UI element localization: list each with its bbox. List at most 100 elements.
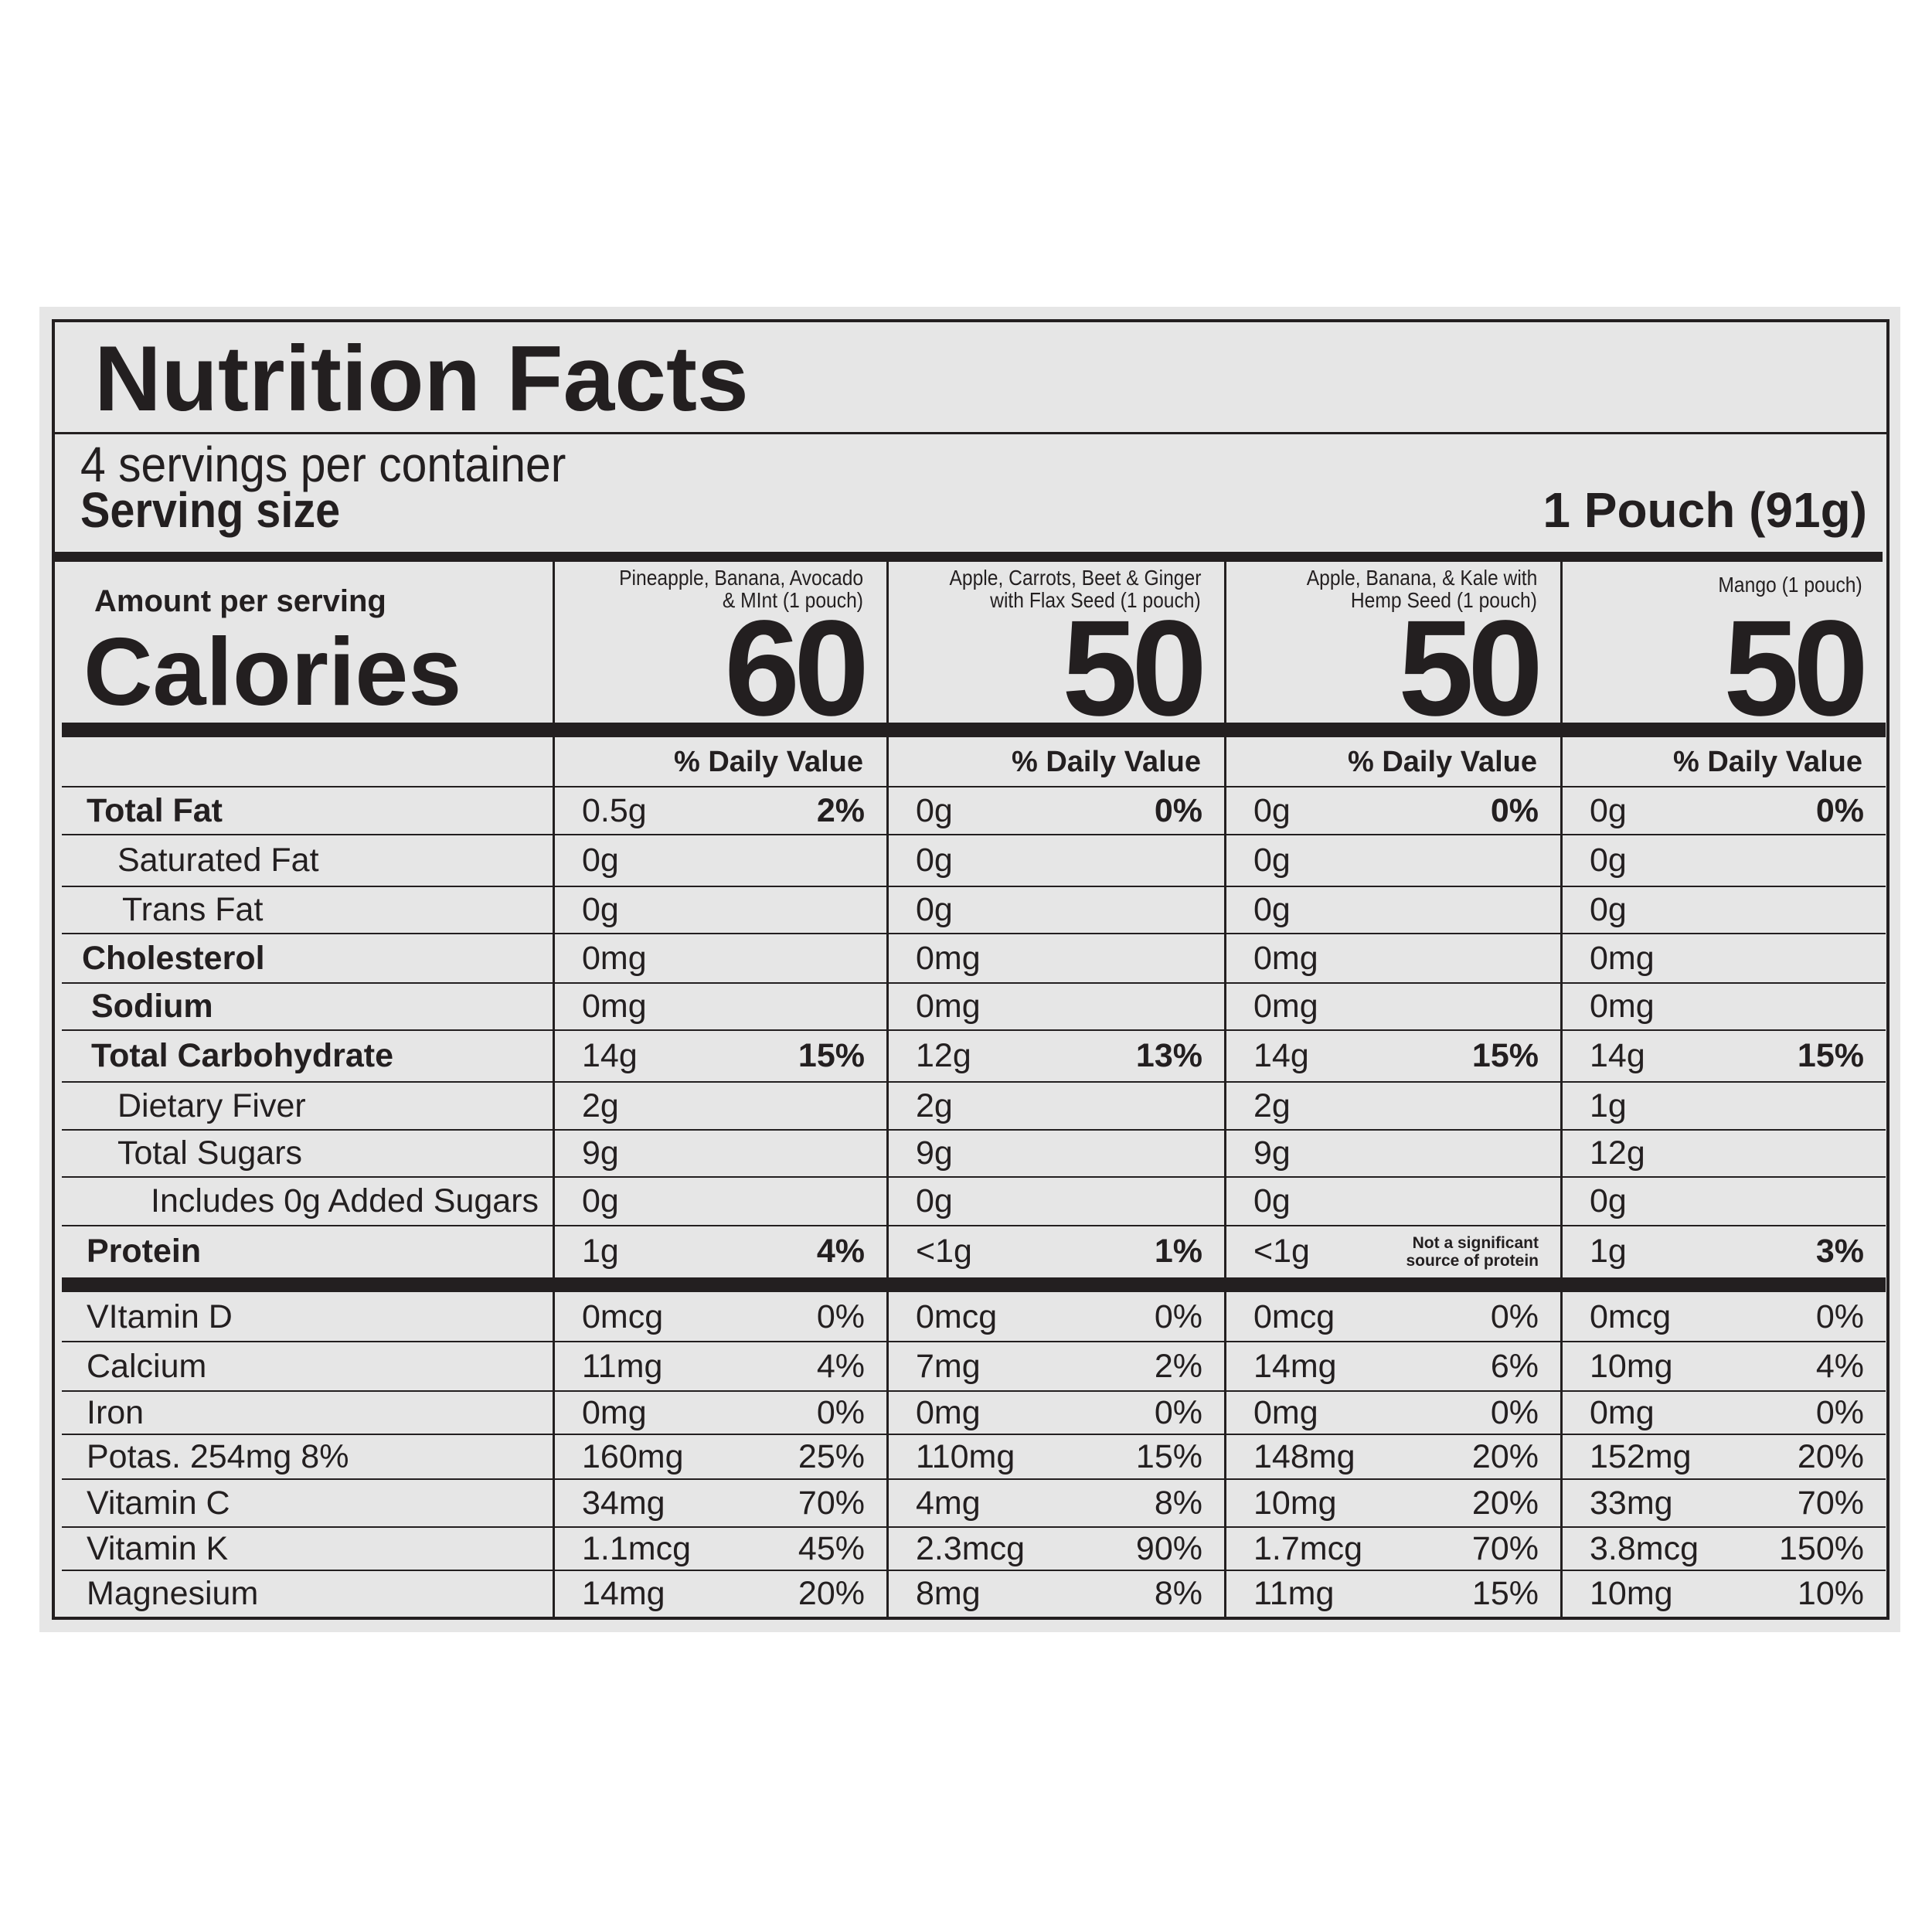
amount: 4mg bbox=[916, 1484, 981, 1522]
row-line bbox=[62, 1526, 1886, 1528]
amount: 0g bbox=[1253, 1182, 1291, 1219]
amount: 0g bbox=[1253, 842, 1291, 879]
amount: <1g bbox=[916, 1233, 972, 1270]
row-line bbox=[62, 1081, 1886, 1083]
amount: 0g bbox=[582, 842, 619, 879]
daily-value: 20% bbox=[798, 1575, 865, 1612]
nutrient-label: Sodium bbox=[91, 988, 213, 1025]
nutrient-label: Protein bbox=[87, 1233, 202, 1270]
row-line bbox=[62, 1029, 1886, 1031]
daily-value: 8% bbox=[1154, 1484, 1202, 1522]
daily-value: 4% bbox=[1815, 1347, 1864, 1385]
amount-label: Amount per serving bbox=[94, 584, 386, 618]
serving-size-label: Serving size bbox=[80, 482, 341, 538]
amount: 0g bbox=[582, 891, 619, 928]
amount: 7mg bbox=[916, 1347, 981, 1385]
daily-value: 45% bbox=[798, 1529, 865, 1567]
nutrient-label: Calcium bbox=[87, 1347, 207, 1385]
nutrient-label: Saturated Fat bbox=[117, 842, 319, 879]
thick-rule bbox=[55, 552, 1883, 562]
product-name: Apple, Banana, & Kale with bbox=[1306, 566, 1537, 590]
row-line bbox=[62, 1478, 1886, 1480]
product-name: Hemp Seed (1 pouch) bbox=[1350, 588, 1537, 612]
amount: 8mg bbox=[916, 1575, 981, 1612]
daily-value: 0% bbox=[1490, 791, 1539, 829]
amount: 0mg bbox=[1253, 939, 1318, 977]
nutrient-label: Iron bbox=[87, 1393, 145, 1431]
amount: 9g bbox=[582, 1134, 619, 1172]
amount: 0g bbox=[1253, 791, 1291, 829]
amount: 10mg bbox=[1590, 1575, 1673, 1612]
daily-value: 1% bbox=[1154, 1233, 1202, 1270]
daily-value: Not a significant source of protein bbox=[1406, 1233, 1539, 1270]
servings: 4 servings per container bbox=[80, 437, 566, 492]
amount: 0mcg bbox=[582, 1298, 664, 1335]
calories-value: 50 bbox=[1398, 593, 1543, 744]
daily-value: 2% bbox=[1154, 1347, 1202, 1385]
amount: 2g bbox=[1253, 1087, 1291, 1124]
daily-value: 90% bbox=[1135, 1529, 1202, 1567]
daily-value: 70% bbox=[1797, 1484, 1864, 1522]
daily-value: 20% bbox=[1797, 1437, 1864, 1475]
product-name: with Flax Seed (1 pouch) bbox=[990, 588, 1201, 612]
amount: 0mcg bbox=[1253, 1298, 1335, 1335]
daily-value: 150% bbox=[1779, 1529, 1864, 1567]
daily-value: 3% bbox=[1815, 1233, 1864, 1270]
daily-value: 15% bbox=[1135, 1437, 1202, 1475]
amount: 2g bbox=[582, 1087, 619, 1124]
amount: 14mg bbox=[582, 1575, 665, 1612]
row-line bbox=[62, 1434, 1886, 1435]
amount: 14g bbox=[582, 1037, 638, 1074]
amount: 1.1mcg bbox=[582, 1529, 692, 1567]
daily-value: 4% bbox=[816, 1233, 865, 1270]
calories-value: 50 bbox=[1062, 593, 1207, 744]
amount: 0mg bbox=[582, 939, 647, 977]
daily-value: 15% bbox=[1471, 1575, 1539, 1612]
row-line bbox=[62, 1129, 1886, 1131]
amount: 0g bbox=[1590, 891, 1627, 928]
daily-value: 0% bbox=[1154, 1393, 1202, 1431]
daily-value: 0% bbox=[816, 1393, 865, 1431]
amount: 0g bbox=[1590, 842, 1627, 879]
amount: 0mg bbox=[916, 988, 981, 1025]
daily-value: 25% bbox=[798, 1437, 865, 1475]
nutrient-label: Magnesium bbox=[87, 1575, 259, 1612]
daily-value: 0% bbox=[1815, 1298, 1864, 1335]
amount: 1g bbox=[582, 1233, 619, 1270]
daily-value: 4% bbox=[816, 1347, 865, 1385]
nutrient-label: Potas. 254mg 8% bbox=[87, 1437, 349, 1475]
amount: 0mg bbox=[1590, 1393, 1655, 1431]
amount: 0mg bbox=[582, 988, 647, 1025]
amount: 1g bbox=[1590, 1087, 1627, 1124]
amount: 0mg bbox=[916, 939, 981, 977]
nutrient-label: Includes 0g Added Sugars bbox=[151, 1182, 539, 1219]
thick-rule bbox=[62, 1277, 1886, 1292]
calories-label: Calories bbox=[83, 619, 462, 726]
amount: 12g bbox=[1590, 1134, 1645, 1172]
daily-value: 0% bbox=[1815, 1393, 1864, 1431]
product-name: Apple, Carrots, Beet & Ginger bbox=[949, 566, 1201, 590]
column-divider bbox=[553, 562, 555, 1617]
daily-value: 0% bbox=[1490, 1298, 1539, 1335]
amount: 0.5g bbox=[582, 791, 647, 829]
amount: 0mcg bbox=[916, 1298, 998, 1335]
amount: 10mg bbox=[1590, 1347, 1673, 1385]
amount: 11mg bbox=[1253, 1575, 1335, 1612]
row-line bbox=[62, 1225, 1886, 1226]
row-line bbox=[62, 1176, 1886, 1178]
nutrient-label: Cholesterol bbox=[82, 939, 265, 977]
nutrient-label: Total Fat bbox=[87, 791, 223, 829]
daily-value: 70% bbox=[1471, 1529, 1539, 1567]
daily-value: 20% bbox=[1471, 1437, 1539, 1475]
amount: 0mg bbox=[1253, 988, 1318, 1025]
row-line bbox=[62, 834, 1886, 835]
calories-value: 50 bbox=[1723, 593, 1869, 744]
daily-value: 20% bbox=[1471, 1484, 1539, 1522]
calories-value: 60 bbox=[724, 593, 869, 744]
amount: 0g bbox=[1253, 891, 1291, 928]
dv-header: % Daily Value bbox=[1347, 745, 1537, 778]
row-line bbox=[62, 933, 1886, 934]
label-panel bbox=[39, 307, 1900, 1632]
column-divider bbox=[886, 562, 889, 1617]
